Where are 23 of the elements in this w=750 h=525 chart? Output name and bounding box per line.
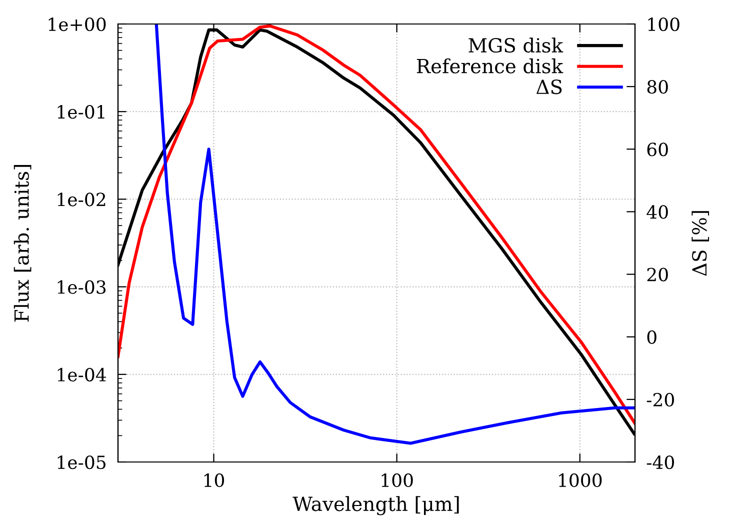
legend-label: ΔS [536,79,562,94]
y-tick-label: 1e-03 [58,280,106,294]
y-tick-label: 1e-05 [58,455,106,470]
legend-label: MGS disk [468,38,564,53]
y2-tick-label: 80 [647,80,668,94]
legend-label: Reference disk [416,58,564,74]
y-tick-label: 1e+00 [48,17,106,32]
y2-tick-label: 40 [646,205,668,219]
y2-tick-label: 20 [647,268,668,282]
x-tick-label: 100 [382,473,413,488]
y-tick-label: 1e-02 [58,192,106,206]
y2-tick-label: 100 [648,17,680,32]
y2-tick-label: 0 [647,330,656,344]
y-tick-label: 1e-04 [58,368,106,382]
x-axis-title: Wavelength [μm] [292,496,459,516]
y2-tick-label: 60 [647,142,668,156]
y2-tick-label: -40 [646,455,674,470]
x-tick-label: 1000 [559,473,602,488]
y2-axis-title: ΔS [%] [692,211,710,276]
y-axis-title: Flux [arb. units] [14,165,32,322]
y-tick-label: 1e-01 [58,105,104,119]
y2-tick-label: -20 [646,392,674,407]
x-tick-label: 10 [204,473,224,488]
